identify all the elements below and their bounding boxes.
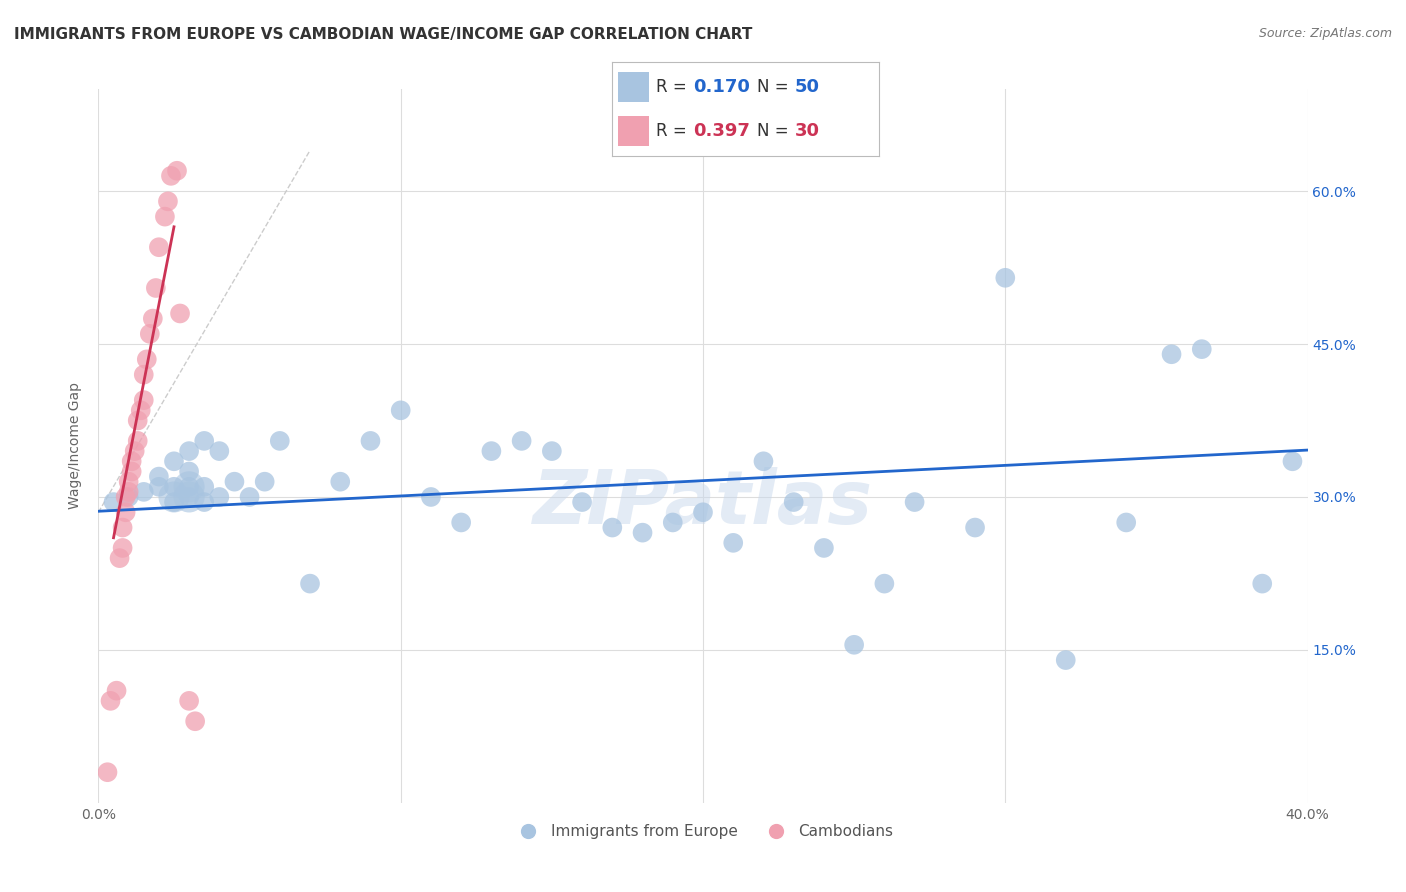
Point — [783, 495, 806, 509]
Point — [135, 352, 157, 367]
Point — [148, 469, 170, 483]
Point — [752, 454, 775, 468]
Point — [111, 541, 134, 555]
Point — [108, 551, 131, 566]
FancyBboxPatch shape — [619, 116, 650, 146]
Point — [163, 495, 186, 509]
Point — [179, 465, 201, 479]
Point — [360, 434, 382, 448]
Text: R =: R = — [655, 122, 692, 140]
Text: IMMIGRANTS FROM EUROPE VS CAMBODIAN WAGE/INCOME GAP CORRELATION CHART: IMMIGRANTS FROM EUROPE VS CAMBODIAN WAGE… — [14, 27, 752, 42]
Point — [179, 490, 201, 504]
Point — [1160, 347, 1182, 361]
Point — [179, 444, 201, 458]
Point — [114, 490, 136, 504]
Point — [179, 694, 201, 708]
Point — [139, 326, 162, 341]
Point — [163, 454, 186, 468]
Point — [1251, 576, 1274, 591]
Point — [329, 475, 352, 489]
Point — [299, 576, 322, 591]
Point — [692, 505, 714, 519]
Point — [153, 210, 176, 224]
Point — [269, 434, 291, 448]
Point — [193, 495, 215, 509]
Point — [873, 576, 896, 591]
Point — [450, 516, 472, 530]
Point — [844, 638, 866, 652]
Legend: Immigrants from Europe, Cambodians: Immigrants from Europe, Cambodians — [506, 818, 900, 845]
Point — [904, 495, 927, 509]
Point — [145, 281, 167, 295]
Point — [994, 270, 1017, 285]
Point — [1281, 454, 1303, 468]
Point — [129, 403, 152, 417]
Point — [96, 765, 118, 780]
Point — [103, 495, 125, 509]
Point — [389, 403, 412, 417]
Point — [208, 444, 231, 458]
Point — [1115, 516, 1137, 530]
Point — [121, 465, 143, 479]
Y-axis label: Wage/Income Gap: Wage/Income Gap — [69, 383, 83, 509]
Point — [193, 480, 215, 494]
Point — [163, 480, 186, 494]
Point — [156, 194, 179, 209]
Text: 0.170: 0.170 — [693, 78, 749, 96]
Point — [179, 490, 201, 504]
Point — [631, 525, 654, 540]
Point — [224, 475, 246, 489]
Point — [481, 444, 503, 458]
Point — [100, 694, 122, 708]
Point — [723, 536, 745, 550]
Point — [661, 516, 683, 530]
Point — [510, 434, 533, 448]
Point — [160, 169, 183, 183]
Point — [111, 520, 134, 534]
Text: 50: 50 — [794, 78, 820, 96]
Text: Source: ZipAtlas.com: Source: ZipAtlas.com — [1258, 27, 1392, 40]
Text: N =: N = — [758, 122, 794, 140]
Point — [118, 490, 141, 504]
Point — [127, 413, 149, 427]
Point — [208, 490, 231, 504]
Point — [179, 480, 201, 494]
Text: N =: N = — [758, 78, 794, 96]
Point — [1191, 342, 1213, 356]
Point — [253, 475, 276, 489]
Point — [132, 368, 155, 382]
Point — [148, 480, 170, 494]
Point — [105, 683, 128, 698]
Point — [239, 490, 262, 504]
Point — [193, 434, 215, 448]
Point — [163, 490, 186, 504]
Point — [420, 490, 443, 504]
Point — [142, 311, 165, 326]
FancyBboxPatch shape — [619, 72, 650, 103]
Point — [571, 495, 593, 509]
Point — [132, 484, 155, 499]
Point — [114, 505, 136, 519]
Text: R =: R = — [655, 78, 692, 96]
Point — [184, 714, 207, 729]
Point — [118, 475, 141, 489]
Text: 0.397: 0.397 — [693, 122, 749, 140]
Point — [127, 434, 149, 448]
Text: ZIPatlas: ZIPatlas — [533, 467, 873, 540]
Point — [121, 454, 143, 468]
Point — [965, 520, 987, 534]
Point — [602, 520, 624, 534]
Point — [148, 240, 170, 254]
Point — [813, 541, 835, 555]
Point — [118, 484, 141, 499]
Text: 30: 30 — [794, 122, 820, 140]
Point — [1054, 653, 1077, 667]
Point — [169, 306, 191, 320]
Point — [540, 444, 562, 458]
Point — [132, 393, 155, 408]
Point — [124, 444, 146, 458]
Point — [166, 163, 188, 178]
Point — [179, 480, 201, 494]
